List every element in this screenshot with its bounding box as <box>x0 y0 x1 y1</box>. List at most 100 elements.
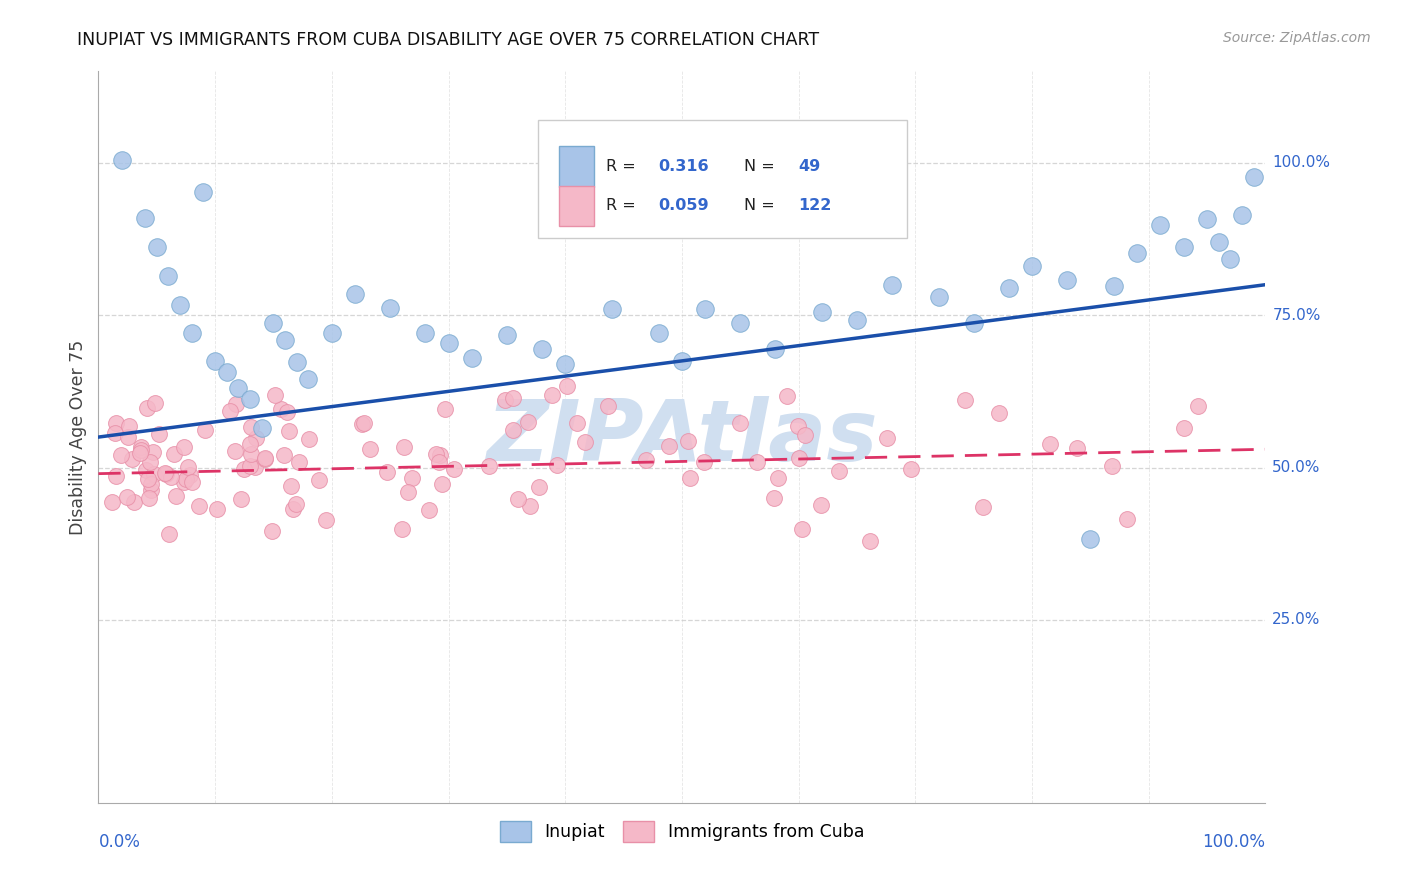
Point <box>555 379 578 393</box>
Point <box>413 326 436 341</box>
Point <box>253 452 276 467</box>
Point <box>517 415 540 429</box>
Point <box>1102 279 1125 293</box>
Point <box>321 326 343 341</box>
Point <box>352 417 374 431</box>
Point <box>115 490 138 504</box>
Point <box>787 451 810 466</box>
Point <box>811 305 834 319</box>
Point <box>600 301 623 317</box>
Point <box>792 522 814 536</box>
Point <box>401 471 423 485</box>
Point <box>260 524 283 538</box>
Point <box>157 527 180 541</box>
Point <box>427 455 450 469</box>
Point <box>105 416 128 430</box>
Point <box>136 401 159 416</box>
Point <box>546 458 568 472</box>
Point <box>1066 441 1088 455</box>
Point <box>434 402 457 417</box>
Point <box>1056 273 1078 287</box>
Point <box>139 483 162 497</box>
Point <box>730 316 752 330</box>
Point <box>1039 437 1062 451</box>
Point <box>129 446 152 460</box>
Point <box>859 533 882 548</box>
Point <box>1021 260 1043 274</box>
Point <box>634 452 657 467</box>
Point <box>215 365 238 379</box>
Point <box>239 437 262 451</box>
Point <box>494 392 516 407</box>
Point <box>1149 219 1171 233</box>
Point <box>163 447 186 461</box>
Point <box>972 500 994 514</box>
Point <box>143 467 166 481</box>
Point <box>104 469 127 483</box>
Point <box>273 448 295 462</box>
Point <box>786 418 808 433</box>
Point <box>928 290 950 304</box>
Point <box>284 497 307 511</box>
Point <box>1243 169 1265 184</box>
Point <box>104 426 127 441</box>
Point <box>443 462 465 476</box>
Point <box>574 434 596 449</box>
Point <box>245 431 267 445</box>
Point <box>502 423 524 437</box>
Point <box>225 397 247 411</box>
Text: Source: ZipAtlas.com: Source: ZipAtlas.com <box>1223 31 1371 45</box>
Point <box>541 388 564 402</box>
Point <box>747 455 769 469</box>
Point <box>527 480 550 494</box>
Point <box>900 462 922 476</box>
Point <box>671 354 693 368</box>
Point <box>359 442 381 457</box>
Point <box>437 335 460 350</box>
Text: 25.0%: 25.0% <box>1272 613 1320 627</box>
Point <box>122 494 145 508</box>
Point <box>776 389 799 403</box>
Point <box>1208 235 1230 249</box>
Point <box>129 440 152 454</box>
Point <box>962 316 984 330</box>
Point <box>239 420 262 434</box>
Text: 50.0%: 50.0% <box>1272 460 1320 475</box>
Point <box>254 450 277 465</box>
Point <box>1080 532 1102 546</box>
Point <box>997 281 1019 295</box>
Point <box>240 447 263 461</box>
Point <box>245 459 267 474</box>
Text: 0.0%: 0.0% <box>98 833 141 851</box>
Point <box>565 416 588 430</box>
Point <box>425 447 447 461</box>
Point <box>276 405 298 419</box>
Point <box>263 388 285 402</box>
Y-axis label: Disability Age Over 75: Disability Age Over 75 <box>69 340 87 534</box>
Point <box>506 491 529 506</box>
Point <box>392 440 415 454</box>
Text: 100.0%: 100.0% <box>1272 155 1330 170</box>
Point <box>1230 208 1253 222</box>
Point <box>165 489 187 503</box>
Point <box>250 421 273 435</box>
Point <box>280 479 302 493</box>
Point <box>121 451 143 466</box>
Point <box>554 357 576 371</box>
Point <box>228 381 250 395</box>
Point <box>262 316 284 330</box>
Point <box>239 458 262 473</box>
Point <box>353 417 375 431</box>
Point <box>278 424 301 438</box>
Point <box>519 500 541 514</box>
FancyBboxPatch shape <box>538 120 907 238</box>
Point <box>763 491 786 505</box>
Point <box>1195 212 1218 227</box>
Point <box>180 326 202 341</box>
Point <box>139 454 162 468</box>
Point <box>160 470 183 484</box>
Point <box>117 430 139 444</box>
Point <box>679 471 702 485</box>
Point <box>179 467 201 482</box>
Point <box>148 427 170 442</box>
